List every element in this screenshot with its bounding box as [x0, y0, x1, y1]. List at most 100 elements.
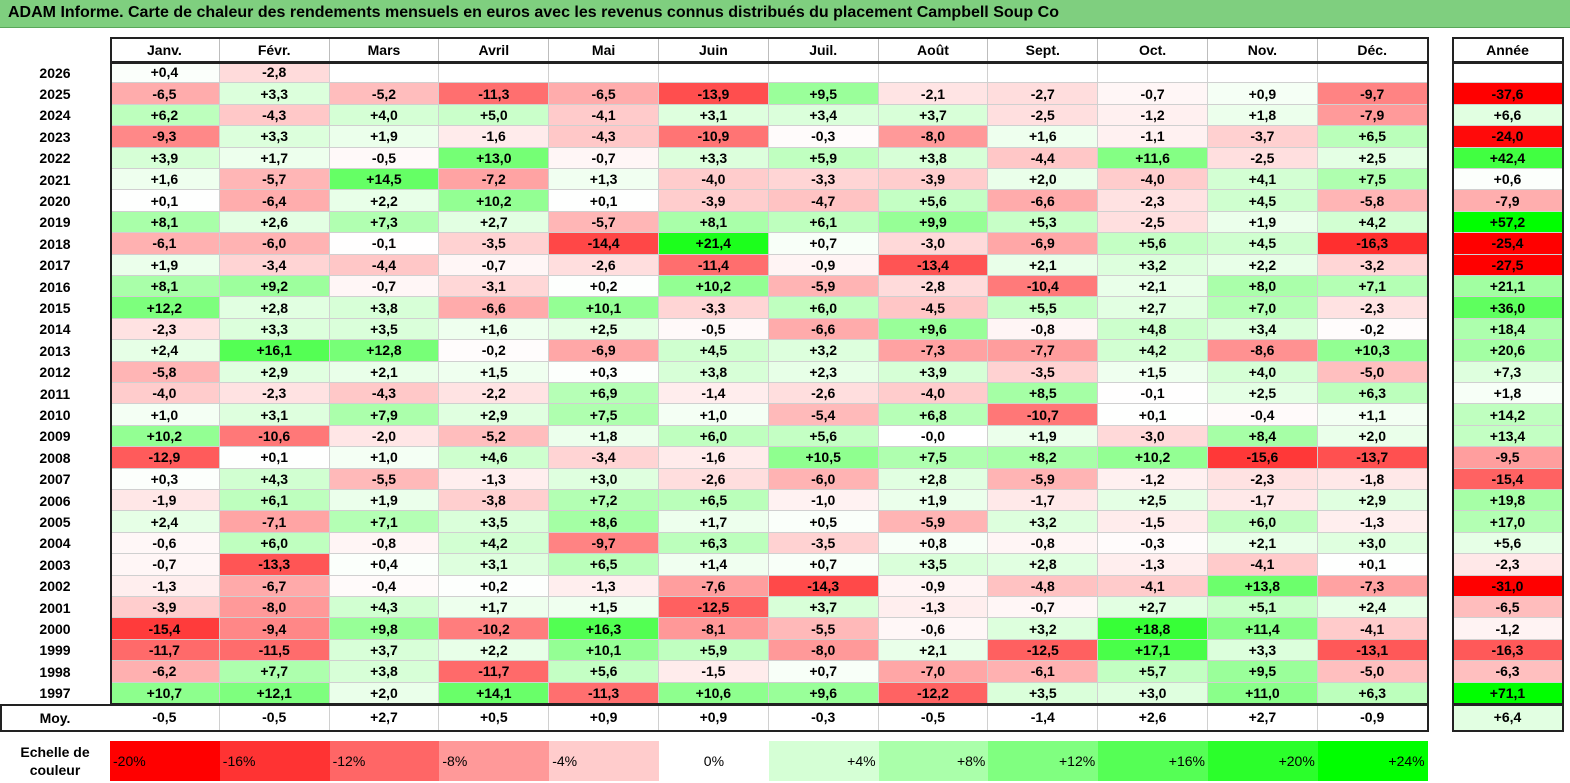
heatmap-cell: +3,3	[219, 83, 330, 105]
heatmap-cell: +2,9	[219, 361, 330, 383]
annual-cell: +6,6	[1452, 104, 1564, 127]
heatmap-cell: -11,7	[110, 639, 220, 662]
heatmap-cell: +0,3	[110, 468, 220, 490]
heatmap-cell: -9,4	[219, 618, 330, 640]
heatmap-cell: +3,1	[219, 404, 330, 426]
heatmap-cell: -11,7	[439, 661, 550, 683]
heatmap-cell: +3,0	[1317, 532, 1428, 555]
annual-cell: -15,4	[1452, 468, 1564, 490]
heatmap-cell: +13,0	[439, 147, 550, 169]
heatmap-cell: +6,5	[1317, 126, 1428, 148]
year-label: 2001	[39, 599, 71, 616]
heatmap-cell: -3,5	[988, 361, 1099, 383]
heatmap-cell: +2,2	[1208, 254, 1318, 276]
heatmap-cell: -7,0	[878, 661, 989, 683]
heatmap-cell: +1,9	[878, 490, 989, 512]
heatmap-cell: +2,5	[1208, 383, 1318, 405]
year-label: 2005	[39, 514, 71, 531]
heatmap-cell: +6,0	[1208, 511, 1318, 533]
heatmap-cell: -1,8	[1317, 468, 1428, 490]
heatmap-cell: -0,1	[329, 233, 440, 255]
heatmap-cell: -1,2	[1098, 104, 1208, 127]
heatmap-cell: +9,9	[878, 211, 989, 234]
column-header: Mars	[330, 37, 440, 62]
heatmap-cell: -6,6	[988, 190, 1099, 212]
heatmap-cell: -12,5	[659, 597, 769, 619]
heatmap-cell: -13,7	[1317, 447, 1428, 469]
heatmap-cell: +1,5	[549, 597, 659, 619]
heatmap-cell: +6,3	[659, 532, 769, 555]
annual-cell: -25,4	[1452, 233, 1564, 255]
heatmap-cell: -8,1	[659, 618, 769, 640]
heatmap-cell: +0,4	[110, 62, 220, 84]
heatmap-cell: +3,5	[878, 554, 989, 576]
color-scale-label-line1: Echelle de	[20, 744, 90, 760]
annual-cell: -7,9	[1452, 190, 1564, 212]
heatmap-cell: +0,7	[768, 554, 879, 576]
heatmap-cell: -7,3	[878, 340, 989, 362]
year-label: 2008	[39, 449, 71, 466]
heatmap-cell: +4,1	[1208, 169, 1318, 191]
heatmap-cell: +7,2	[549, 490, 659, 512]
heatmap-cell: -0,7	[549, 147, 659, 169]
heatmap-cell: +2,6	[219, 211, 330, 234]
heatmap-cell: +10,7	[110, 682, 220, 704]
heatmap-cell: -5,8	[1317, 190, 1428, 212]
heatmap-cell: +9,8	[329, 618, 440, 640]
heatmap-cell: -0,0	[878, 425, 989, 448]
heatmap-cell: -7,9	[1317, 104, 1428, 127]
heatmap-cell: -0,4	[1208, 404, 1318, 426]
heatmap-cell: +10,1	[549, 297, 659, 319]
heatmap-cell: -2,2	[439, 383, 550, 405]
heatmap-cell: -0,7	[110, 554, 220, 576]
heatmap-cell: -3,0	[1098, 425, 1208, 448]
heatmap-cell: +6,5	[659, 490, 769, 512]
annual-cell: +36,0	[1452, 297, 1564, 319]
heatmap-cell: +3,2	[988, 618, 1099, 640]
heatmap-cell: -5,8	[110, 361, 220, 383]
heatmap-cell: +14,5	[329, 169, 440, 191]
heatmap-cell: +10,6	[659, 682, 769, 704]
heatmap-cell: -1,3	[1098, 554, 1208, 576]
heatmap-cell	[988, 62, 1099, 84]
heatmap-cell: -1,4	[659, 383, 769, 405]
heatmap-cell: -4,0	[110, 383, 220, 405]
heatmap-cell: -0,8	[988, 318, 1099, 341]
heatmap-cell: -1,7	[988, 490, 1099, 512]
year-label: 2021	[39, 171, 71, 188]
year-label: 2004	[39, 535, 71, 552]
heatmap-cell: +0,1	[549, 190, 659, 212]
color-scale-stop: +16%	[1098, 741, 1208, 781]
year-label: 2022	[39, 150, 71, 167]
color-scale-label: Echelle de couleur	[0, 741, 110, 781]
color-scale-stop: +8%	[878, 741, 989, 781]
heatmap-cell: +3,5	[439, 511, 550, 533]
heatmap-cell: -6,6	[439, 297, 550, 319]
heatmap-cell: -1,5	[659, 661, 769, 683]
heatmap-cell: +2,5	[1098, 490, 1208, 512]
annual-cell: -31,0	[1452, 575, 1564, 597]
annual-cell: -2,3	[1452, 554, 1564, 576]
heatmap-cell: -13,4	[878, 254, 989, 276]
heatmap-cell: -7,7	[988, 340, 1099, 362]
heatmap-cell: -4,0	[878, 383, 989, 405]
heatmap-cell: +2,0	[988, 169, 1099, 191]
heatmap-cell: +9,5	[768, 83, 879, 105]
heatmap-cell: -0,7	[988, 597, 1099, 619]
heatmap-cell: -1,3	[110, 575, 220, 597]
heatmap-cell: +7,7	[219, 661, 330, 683]
annual-cell: +21,1	[1452, 276, 1564, 298]
heatmap-cell: +6,9	[549, 383, 659, 405]
heatmap-cell: -8,0	[878, 126, 989, 148]
color-scale-label-line2: couleur	[29, 762, 81, 778]
heatmap-cell: -5,4	[768, 404, 879, 426]
heatmap-cell: +0,2	[549, 276, 659, 298]
color-scale-stop: -20%	[110, 741, 220, 781]
heatmap-cell: -1,3	[878, 597, 989, 619]
annual-cell: +0,6	[1452, 169, 1564, 191]
heatmap-cell: +4,2	[1317, 211, 1428, 234]
heatmap-cell: +1,6	[439, 318, 550, 341]
heatmap-cell: +8,2	[988, 447, 1099, 469]
heatmap-cell: +1,1	[1317, 404, 1428, 426]
heatmap-cell: -4,3	[549, 126, 659, 148]
